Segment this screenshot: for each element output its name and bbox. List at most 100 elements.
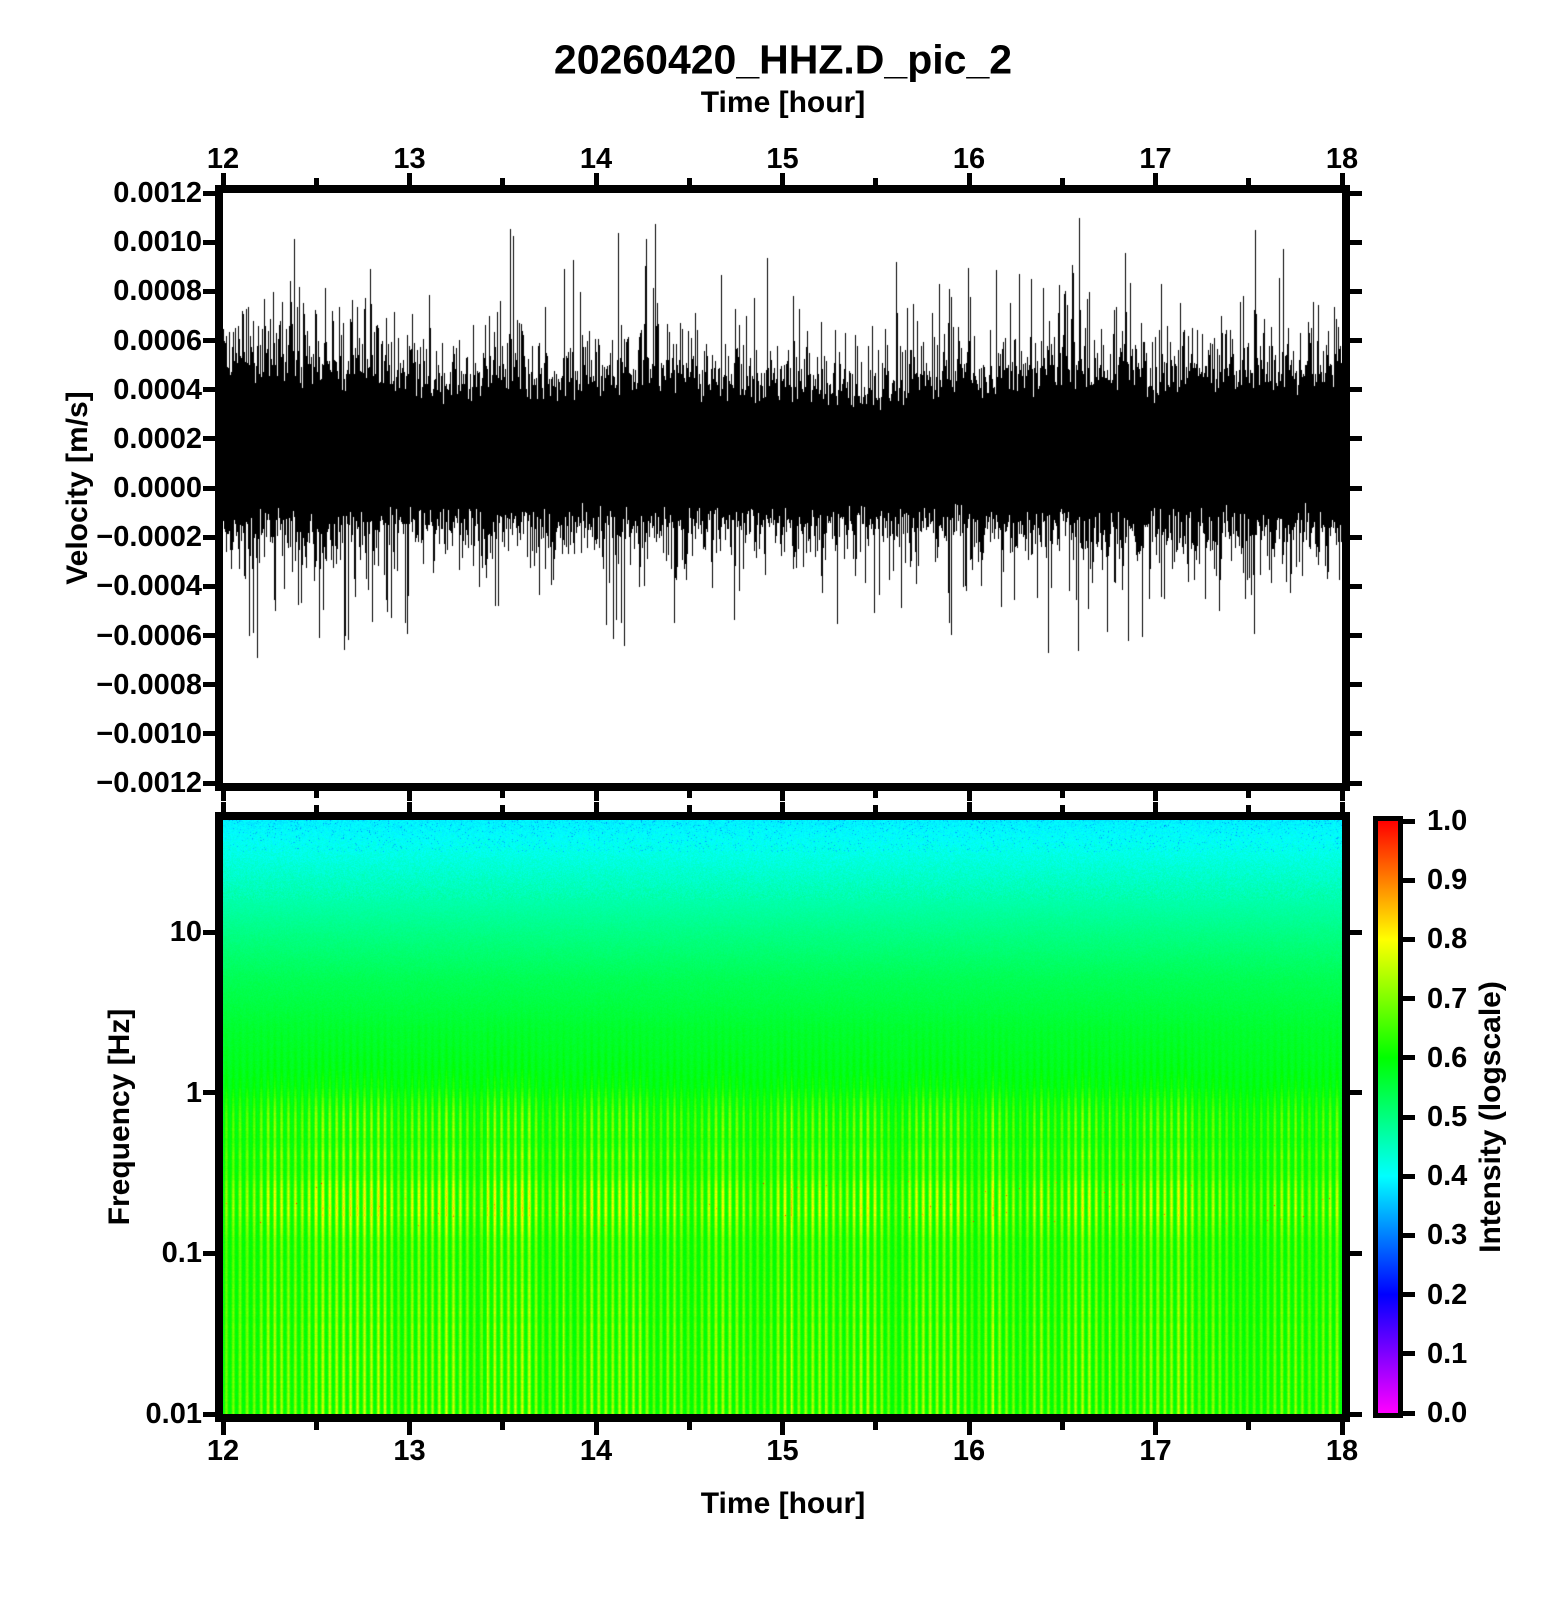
velocity-tick-label: 0.0010 xyxy=(113,226,202,259)
velocity-left-tick xyxy=(203,583,215,589)
velocity-left-tick xyxy=(203,780,215,786)
velocity-left-tick xyxy=(203,288,215,294)
colorbar-tick xyxy=(1403,1232,1415,1238)
colorbar xyxy=(1373,816,1403,1418)
top-x-tick-label: 13 xyxy=(393,143,426,175)
colorbar-tick xyxy=(1403,877,1415,883)
waveform-trace-canvas xyxy=(223,193,1342,783)
colorbar-tick xyxy=(1403,1351,1415,1357)
velocity-right-tick xyxy=(1350,633,1362,638)
velocity-right-tick xyxy=(1350,387,1362,393)
waveform-bottom-tick xyxy=(873,791,879,798)
colorbar-tick-label: 0.8 xyxy=(1427,923,1468,956)
top-x-tick-label: 16 xyxy=(952,143,986,175)
waveform-bottom-tick xyxy=(966,791,972,801)
waveform-bottom-tick xyxy=(1153,791,1158,801)
colorbar-tick-label: 0.9 xyxy=(1427,864,1468,897)
spectrogram-bottom-tick xyxy=(873,1422,879,1430)
spectrogram-top-tick xyxy=(220,802,226,812)
colorbar-tick-label: 0.4 xyxy=(1427,1160,1468,1193)
frequency-left-tick xyxy=(203,1411,215,1417)
frequency-tick-label: 1 xyxy=(185,1076,202,1109)
waveform-top-tick xyxy=(780,173,785,185)
velocity-tick-label: 0.0004 xyxy=(113,373,202,406)
spectrogram-top-tick xyxy=(873,805,879,812)
spectrogram-top-tick xyxy=(407,802,412,812)
waveform-top-tick xyxy=(1059,178,1065,185)
waveform-bottom-tick xyxy=(1339,791,1345,801)
frequency-right-tick xyxy=(1350,929,1362,935)
velocity-left-tick xyxy=(203,338,215,343)
velocity-right-tick xyxy=(1350,239,1362,245)
spectrogram-bottom-tick xyxy=(1246,1422,1252,1430)
bottom-x-tick-label: 13 xyxy=(393,1435,426,1467)
spectrogram-top-tick xyxy=(500,805,506,812)
spectrogram-bottom-tick xyxy=(220,1422,226,1435)
waveform-bottom-tick xyxy=(686,791,692,798)
colorbar-tick xyxy=(1403,1055,1415,1061)
spectrogram-bottom-tick xyxy=(593,1422,599,1435)
spectrogram-top-tick xyxy=(1246,805,1252,812)
waveform-top-tick xyxy=(1153,173,1158,185)
waveform-top-tick xyxy=(220,173,226,185)
spectrogram-bottom-tick xyxy=(1059,1422,1065,1430)
spectrogram-bottom-tick xyxy=(686,1422,692,1430)
colorbar-tick-label: 0.1 xyxy=(1427,1337,1468,1370)
colorbar-tick-label: 0.6 xyxy=(1427,1041,1468,1074)
colorbar-tick xyxy=(1403,1410,1415,1416)
colorbar-tick-label: 1.0 xyxy=(1427,805,1468,837)
spectrogram-top-tick xyxy=(593,802,599,812)
velocity-right-tick xyxy=(1350,534,1362,540)
velocity-left-tick xyxy=(203,387,215,393)
bottom-x-tick-label: 14 xyxy=(579,1435,613,1467)
colorbar-tick xyxy=(1403,1292,1415,1298)
spectrogram-bottom-tick xyxy=(407,1422,412,1435)
waveform-top-tick xyxy=(686,178,692,185)
waveform-bottom-tick xyxy=(1059,791,1065,798)
top-x-tick-label: 14 xyxy=(579,143,613,175)
colorbar-tick xyxy=(1403,1114,1415,1120)
colorbar-tick-label: 0.3 xyxy=(1427,1219,1468,1252)
velocity-tick-label: −0.0012 xyxy=(96,767,202,799)
spectrogram-top-tick xyxy=(313,805,319,812)
bottom-x-tick-label: 16 xyxy=(952,1435,986,1467)
velocity-tick-label: −0.0008 xyxy=(96,668,202,701)
frequency-right-tick xyxy=(1350,1411,1362,1417)
velocity-left-tick xyxy=(203,731,215,737)
colorbar-tick-label: 0.5 xyxy=(1427,1101,1468,1133)
bottom-xaxis-title: Time [hour] xyxy=(700,1487,866,1520)
velocity-right-tick xyxy=(1350,190,1362,196)
colorbar-tick xyxy=(1403,1173,1415,1179)
colorbar-tick xyxy=(1403,818,1415,824)
spectrogram-top-tick xyxy=(1339,802,1345,812)
spectrogram-top-tick xyxy=(1059,805,1065,812)
colorbar-tick-label: 0.2 xyxy=(1427,1278,1468,1311)
velocity-tick-label: 0.0012 xyxy=(113,177,202,209)
frequency-tick-label: 0.1 xyxy=(161,1237,202,1270)
waveform-bottom-tick xyxy=(1246,791,1252,798)
velocity-right-tick xyxy=(1350,338,1362,343)
velocity-left-tick xyxy=(203,633,215,638)
bottom-x-tick-label: 18 xyxy=(1325,1435,1359,1467)
spectrogram-bottom-tick xyxy=(780,1422,785,1435)
waveform-top-tick xyxy=(593,173,599,185)
waveform-bottom-tick xyxy=(593,791,599,801)
velocity-tick-label: 0.0000 xyxy=(113,472,202,504)
waveform-bottom-tick xyxy=(220,791,226,801)
velocity-tick-label: 0.0006 xyxy=(113,324,202,357)
colorbar-gradient xyxy=(1378,821,1398,1413)
velocity-tick-label: −0.0004 xyxy=(96,570,202,603)
frequency-right-tick xyxy=(1350,1090,1362,1096)
velocity-left-tick xyxy=(203,239,215,245)
waveform-bottom-tick xyxy=(780,791,785,801)
frequency-tick-label: 0.01 xyxy=(145,1398,202,1430)
waveform-bottom-tick xyxy=(313,791,319,798)
spectrogram-canvas xyxy=(223,820,1342,1414)
velocity-tick-label: −0.0006 xyxy=(96,619,202,652)
waveform-top-tick xyxy=(407,173,412,185)
spectrogram-top-tick xyxy=(966,802,972,812)
velocity-tick-label: −0.0010 xyxy=(96,717,202,750)
waveform-top-tick xyxy=(1246,178,1252,185)
spectrogram-bottom-tick xyxy=(313,1422,319,1430)
